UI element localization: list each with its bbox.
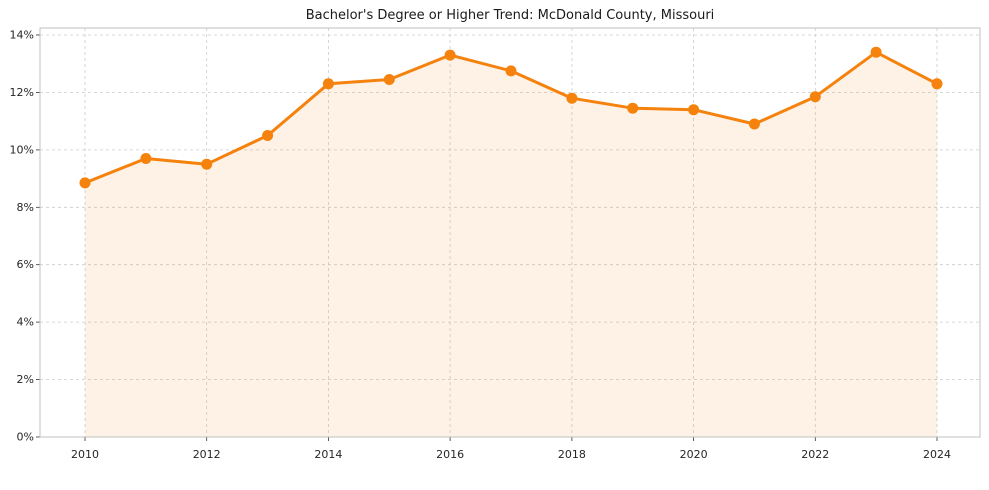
x-tick-label: 2024 bbox=[923, 448, 951, 461]
x-tick-label: 2016 bbox=[436, 448, 464, 461]
data-point-marker bbox=[444, 49, 456, 61]
data-point-marker bbox=[566, 92, 578, 104]
data-point-marker bbox=[627, 102, 639, 114]
y-tick-label: 4% bbox=[17, 316, 34, 329]
data-point-marker bbox=[262, 130, 274, 141]
x-tick-label: 2010 bbox=[71, 448, 99, 461]
x-tick-label: 2012 bbox=[193, 448, 221, 461]
data-point-marker bbox=[870, 46, 882, 58]
x-tick-label: 2014 bbox=[314, 448, 342, 461]
data-point-marker bbox=[201, 158, 213, 170]
y-tick-label: 2% bbox=[17, 373, 34, 386]
plot-background bbox=[40, 28, 980, 437]
data-point-marker bbox=[931, 78, 943, 90]
x-tick-label: 2018 bbox=[558, 448, 586, 461]
data-point-marker bbox=[79, 177, 91, 189]
data-point-marker bbox=[140, 153, 152, 164]
data-point-marker bbox=[688, 104, 700, 116]
chart-title: Bachelor's Degree or Higher Trend: McDon… bbox=[305, 8, 715, 23]
data-point-marker bbox=[748, 118, 760, 130]
x-tick-label: 2022 bbox=[801, 448, 829, 461]
data-point-marker bbox=[322, 78, 334, 90]
y-tick-label: 6% bbox=[17, 258, 34, 271]
data-point-marker bbox=[383, 74, 395, 85]
y-tick-label: 8% bbox=[17, 201, 34, 214]
plot-border bbox=[39, 27, 981, 438]
data-point-marker bbox=[809, 91, 821, 103]
y-tick-label: 0% bbox=[17, 431, 34, 444]
data-point-marker bbox=[505, 65, 517, 77]
area-fill bbox=[85, 52, 937, 437]
x-tick-label: 2020 bbox=[680, 448, 708, 461]
y-tick-label: 12% bbox=[10, 86, 34, 99]
y-tick-label: 10% bbox=[10, 143, 34, 156]
y-tick-label: 14% bbox=[10, 29, 34, 42]
